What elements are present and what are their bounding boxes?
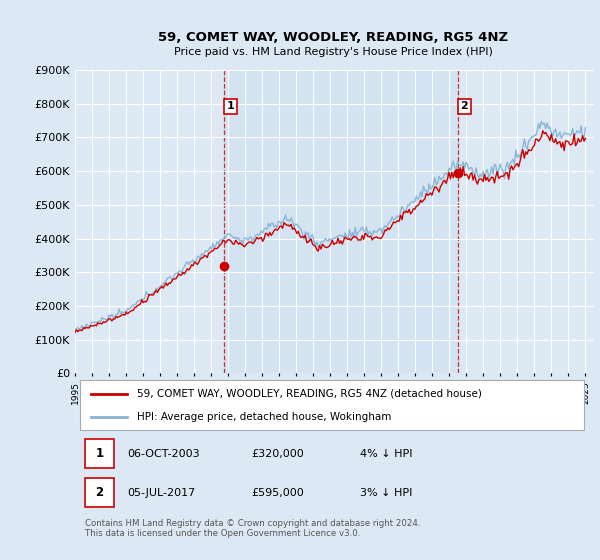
- Text: 06-OCT-2003: 06-OCT-2003: [127, 449, 200, 459]
- Text: 05-JUL-2017: 05-JUL-2017: [127, 488, 195, 497]
- Text: 1: 1: [226, 101, 234, 111]
- Text: 4% ↓ HPI: 4% ↓ HPI: [361, 449, 413, 459]
- Text: Contains HM Land Registry data © Crown copyright and database right 2024.
This d: Contains HM Land Registry data © Crown c…: [85, 519, 421, 538]
- Text: HPI: Average price, detached house, Wokingham: HPI: Average price, detached house, Woki…: [137, 412, 392, 422]
- Text: 1: 1: [95, 447, 104, 460]
- FancyBboxPatch shape: [85, 440, 114, 468]
- Text: 2: 2: [460, 101, 468, 111]
- Text: £595,000: £595,000: [251, 488, 304, 497]
- FancyBboxPatch shape: [85, 478, 114, 507]
- Text: 2: 2: [95, 486, 104, 499]
- Text: Price paid vs. HM Land Registry's House Price Index (HPI): Price paid vs. HM Land Registry's House …: [173, 47, 493, 57]
- Text: 59, COMET WAY, WOODLEY, READING, RG5 4NZ (detached house): 59, COMET WAY, WOODLEY, READING, RG5 4NZ…: [137, 389, 482, 399]
- Text: £320,000: £320,000: [251, 449, 304, 459]
- FancyBboxPatch shape: [80, 380, 584, 430]
- Text: 3% ↓ HPI: 3% ↓ HPI: [361, 488, 413, 497]
- Text: 59, COMET WAY, WOODLEY, READING, RG5 4NZ: 59, COMET WAY, WOODLEY, READING, RG5 4NZ: [158, 31, 508, 44]
- Bar: [224, 70, 458, 374]
